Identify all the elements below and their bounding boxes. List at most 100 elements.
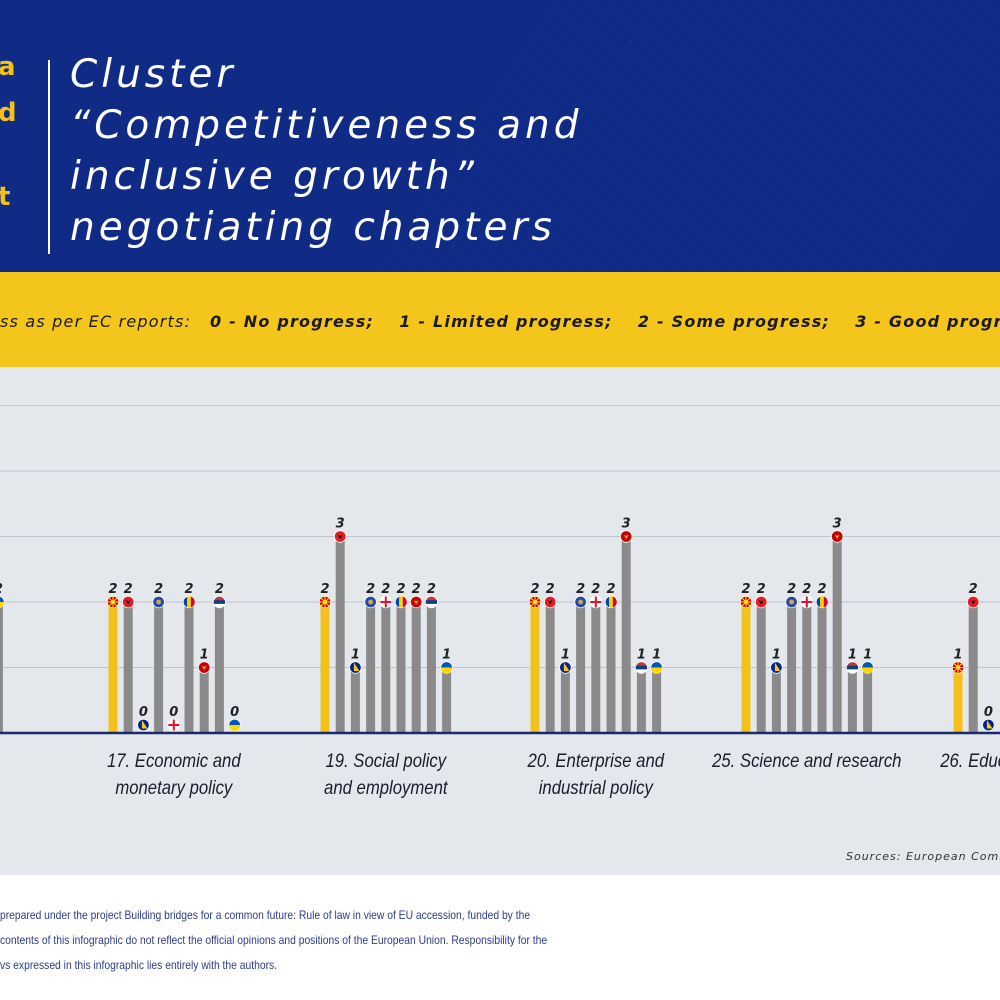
data-label: 0 bbox=[984, 705, 993, 720]
data-label: 2 bbox=[817, 582, 826, 597]
texture-line bbox=[407, 0, 589, 272]
accent-stripe bbox=[0, 346, 1000, 367]
footer-disclaimer-line: contents of this infographic do not refl… bbox=[0, 933, 548, 947]
bar bbox=[320, 602, 330, 733]
flag-map bbox=[156, 599, 162, 605]
data-label: 2 bbox=[757, 582, 766, 597]
data-label: 2 bbox=[320, 582, 329, 597]
bar bbox=[381, 602, 391, 733]
bar bbox=[442, 667, 452, 733]
bar bbox=[787, 602, 797, 733]
flag-bosnia-icon bbox=[559, 661, 572, 674]
bar bbox=[560, 667, 570, 733]
data-label: 2 bbox=[530, 582, 539, 597]
flag-albania-icon bbox=[544, 595, 557, 609]
flag-cross bbox=[380, 601, 392, 603]
flag-eagle bbox=[834, 534, 840, 540]
flag-rays bbox=[529, 596, 541, 608]
legend-code: 0 bbox=[210, 312, 223, 331]
flag-stripe bbox=[213, 603, 225, 609]
data-label: 2 bbox=[215, 582, 224, 597]
flag-bosnia-icon bbox=[982, 718, 995, 732]
legend-code: 2 bbox=[637, 312, 651, 331]
data-label: 2 bbox=[802, 582, 811, 597]
bar bbox=[154, 602, 164, 733]
texture-line bbox=[687, 0, 869, 272]
texture-line bbox=[715, 0, 897, 272]
texture-line bbox=[421, 0, 603, 272]
texture-line bbox=[701, 0, 883, 272]
flag-stripe bbox=[846, 669, 858, 674]
flag-map bbox=[578, 599, 583, 605]
footer-disclaimer-line: vs expressed in this infographic lies en… bbox=[0, 958, 278, 972]
flag-stripe bbox=[187, 596, 191, 608]
texture-line bbox=[841, 32, 1000, 272]
legend-label: Some progress; bbox=[671, 312, 831, 331]
legend-label: No progress; bbox=[243, 312, 375, 331]
flag-rays bbox=[107, 596, 119, 608]
flag-albania-icon bbox=[755, 595, 768, 609]
category-label: 20. Enterprise and bbox=[527, 750, 665, 771]
data-label: 2 bbox=[154, 582, 163, 597]
header-fragment: d bbox=[0, 98, 18, 128]
flag-triangle bbox=[353, 662, 360, 671]
flag-eagle bbox=[623, 534, 629, 540]
footer: prepared under the project Building brid… bbox=[0, 875, 1000, 1000]
flag-eagle bbox=[758, 600, 764, 605]
texture-line bbox=[589, 0, 771, 272]
flag-eagle bbox=[547, 600, 553, 605]
flag-stripe bbox=[213, 600, 225, 604]
texture-line bbox=[463, 0, 645, 272]
flag-ukraine-icon bbox=[440, 661, 453, 674]
flag-stripe bbox=[609, 596, 613, 608]
header-fragment: a bbox=[0, 52, 17, 82]
bar bbox=[576, 602, 586, 733]
flag-serbia-icon bbox=[213, 595, 226, 609]
bar bbox=[652, 667, 662, 733]
data-label: 3 bbox=[833, 517, 842, 532]
flag-montenegro-icon bbox=[410, 595, 423, 609]
data-label: 1 bbox=[200, 648, 209, 663]
flag-stripe bbox=[861, 667, 874, 674]
texture-line bbox=[435, 0, 617, 272]
texture-line bbox=[379, 0, 561, 272]
bar bbox=[0, 602, 3, 733]
category-label: 19. Social policy bbox=[325, 750, 447, 771]
flag-north-macedonia-icon bbox=[318, 595, 332, 609]
flag-eagle bbox=[970, 600, 976, 605]
legend-code: 3 bbox=[855, 312, 868, 331]
texture-line bbox=[897, 116, 1000, 272]
data-label: 1 bbox=[772, 648, 781, 663]
bar bbox=[184, 602, 194, 733]
bar bbox=[123, 602, 133, 733]
accent-stripe bbox=[0, 272, 1000, 296]
flag-moldova-icon bbox=[604, 595, 618, 609]
bar bbox=[756, 602, 766, 733]
texture-line bbox=[477, 0, 659, 272]
flag-stripe bbox=[846, 665, 858, 670]
flag-eagle bbox=[125, 600, 131, 605]
texture-line bbox=[757, 0, 939, 272]
texture-line bbox=[449, 0, 631, 272]
data-label: 1 bbox=[442, 648, 451, 663]
bar bbox=[366, 602, 376, 733]
flag-kosovo-icon bbox=[364, 595, 377, 609]
texture-line bbox=[547, 0, 729, 272]
flag-eagle bbox=[201, 665, 207, 671]
category-label: 17. Economic and bbox=[107, 750, 242, 771]
flag-rays bbox=[319, 596, 331, 608]
flag-triangle bbox=[563, 662, 570, 671]
texture-line bbox=[617, 0, 799, 272]
texture-line bbox=[561, 0, 743, 272]
texture-line bbox=[519, 0, 701, 272]
texture-line bbox=[869, 74, 1000, 272]
page-title-line: Cluster bbox=[70, 52, 237, 97]
bar bbox=[350, 667, 360, 733]
data-label: 2 bbox=[184, 582, 193, 597]
flag-stripe bbox=[425, 600, 437, 604]
flag-north-macedonia-icon bbox=[951, 661, 965, 674]
category-label: and employment bbox=[324, 777, 448, 798]
bar bbox=[530, 602, 540, 733]
data-label: 2 bbox=[366, 582, 375, 597]
